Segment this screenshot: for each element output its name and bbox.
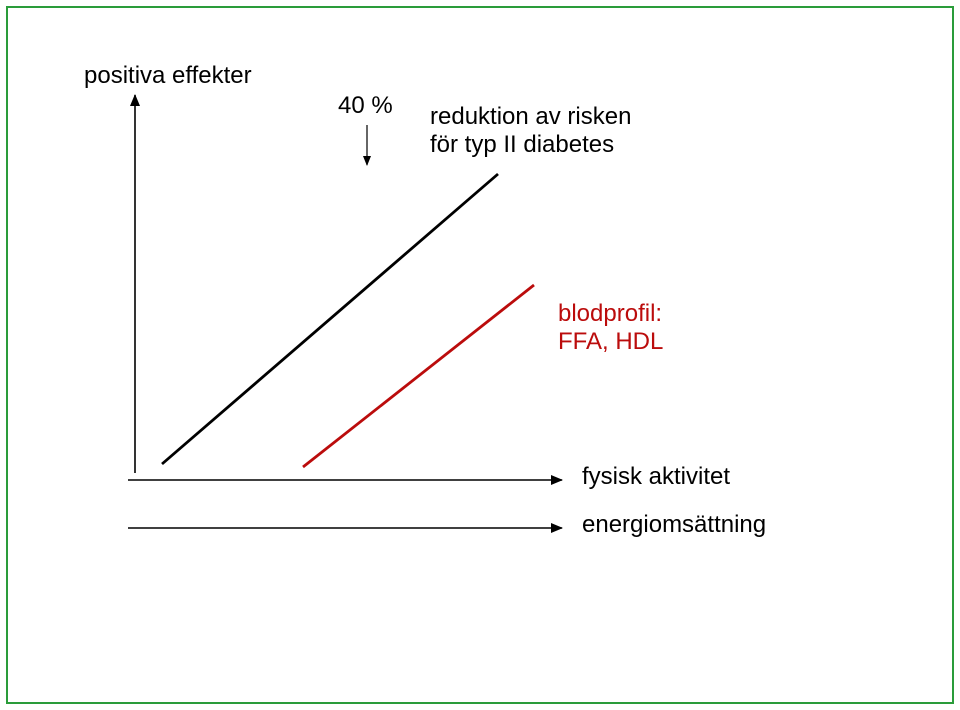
diabetes-line — [162, 174, 498, 464]
forty-percent-label: 40 % — [338, 92, 393, 120]
risk-label-line1: reduktion av risken — [430, 103, 631, 131]
xaxis-label-1: fysisk aktivitet — [582, 463, 730, 491]
risk-label-line2: för typ II diabetes — [430, 131, 614, 159]
blodprofil-label-line2: FFA, HDL — [558, 328, 663, 356]
title-label: positiva effekter — [84, 62, 252, 90]
xaxis-label-2: energiomsättning — [582, 511, 766, 539]
blodprofil-label-line1: blodprofil: — [558, 300, 662, 328]
